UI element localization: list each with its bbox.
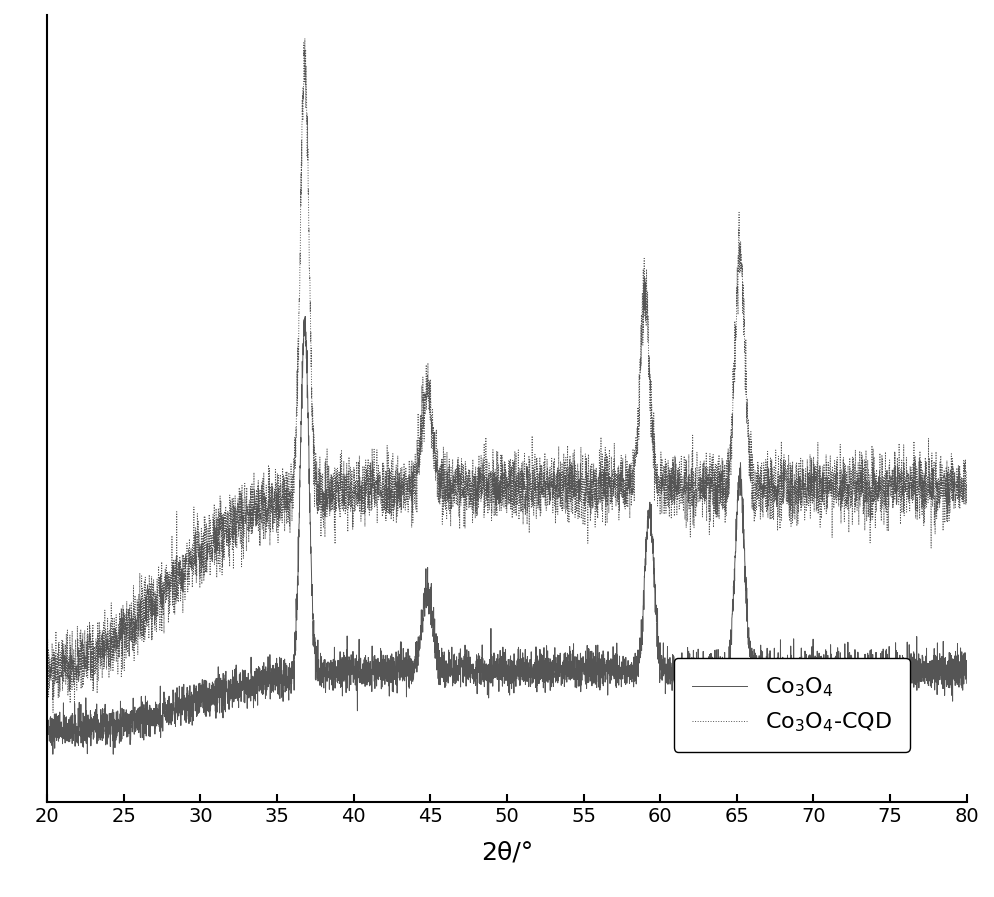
Co$_3$O$_4$-CQD xyxy=(264,527,276,538)
Co$_3$O$_4$-CQD xyxy=(259,492,271,503)
Co$_3$O$_4$-CQD xyxy=(453,473,465,483)
Co$_3$O$_4$-CQD xyxy=(47,707,59,718)
Co$_3$O$_4$ xyxy=(47,749,59,760)
Co$_3$O$_4$-CQD xyxy=(953,460,965,471)
Co$_3$O$_4$ xyxy=(264,667,276,678)
Co$_3$O$_4$-CQD xyxy=(388,471,400,482)
Co$_3$O$_4$-CQD xyxy=(41,667,53,678)
Co$_3$O$_4$ xyxy=(259,661,271,672)
Co$_3$O$_4$ xyxy=(299,311,311,322)
Co$_3$O$_4$ xyxy=(254,679,266,690)
Line: Co$_3$O$_4$: Co$_3$O$_4$ xyxy=(47,317,967,754)
Legend: Co$_3$O$_4$, Co$_3$O$_4$-CQD: Co$_3$O$_4$, Co$_3$O$_4$-CQD xyxy=(674,658,910,752)
Co$_3$O$_4$-CQD xyxy=(254,492,266,502)
Co$_3$O$_4$-CQD xyxy=(961,466,973,476)
X-axis label: 2θ/°: 2θ/° xyxy=(481,840,533,864)
Co$_3$O$_4$ xyxy=(388,674,400,684)
Line: Co$_3$O$_4$-CQD: Co$_3$O$_4$-CQD xyxy=(47,39,967,712)
Co$_3$O$_4$ xyxy=(453,669,465,680)
Co$_3$O$_4$ xyxy=(961,678,973,689)
Co$_3$O$_4$ xyxy=(953,674,965,684)
Co$_3$O$_4$ xyxy=(41,727,53,738)
Co$_3$O$_4$-CQD xyxy=(299,33,311,44)
